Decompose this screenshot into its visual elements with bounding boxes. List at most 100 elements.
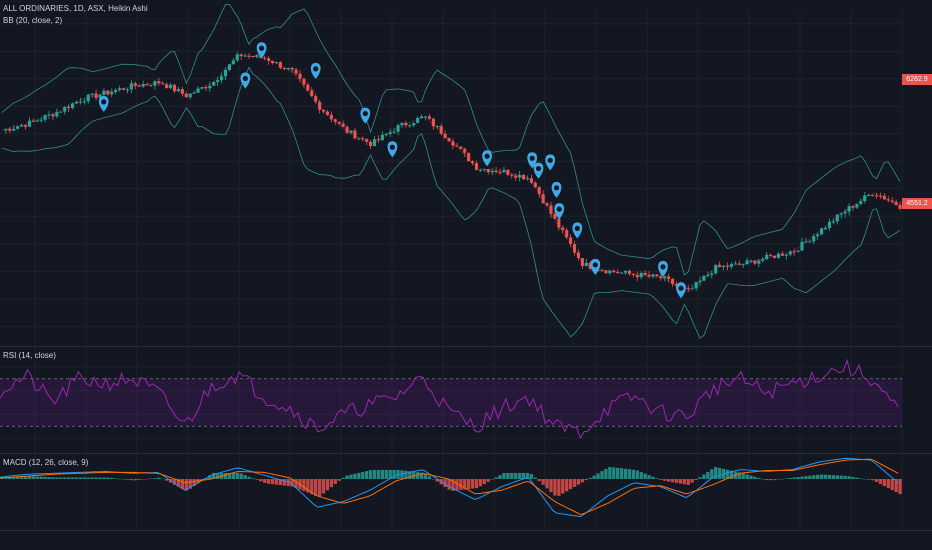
macd-histogram-bar xyxy=(466,478,471,490)
macd-histogram-bar xyxy=(255,478,259,480)
candle-body xyxy=(737,263,741,265)
macd-histogram-bar xyxy=(647,475,651,479)
candle-body xyxy=(871,194,875,196)
candle-body xyxy=(435,126,439,128)
macd-histogram-bar xyxy=(486,478,490,482)
macd-histogram-bar xyxy=(678,478,683,484)
macd-histogram-bar xyxy=(459,478,463,490)
macd-histogram-bar xyxy=(247,476,251,479)
candle-body xyxy=(294,69,298,74)
macd-histogram-bar xyxy=(223,472,228,479)
macd-histogram-bar xyxy=(227,472,232,479)
macd-histogram-bar xyxy=(839,475,843,479)
candle-body xyxy=(486,169,490,173)
macd-histogram-bar xyxy=(384,469,388,479)
macd-histogram-bar xyxy=(416,472,420,479)
macd-histogram-bar xyxy=(831,475,836,479)
macd-histogram-bar xyxy=(470,478,475,489)
macd-histogram-bar xyxy=(90,477,94,479)
macd-histogram-bar xyxy=(102,477,106,479)
candle-body xyxy=(290,68,294,70)
candle-body xyxy=(467,152,471,162)
candle-body xyxy=(643,272,647,275)
candle-body xyxy=(51,114,55,117)
candle-body xyxy=(43,115,47,120)
macd-histogram-bar xyxy=(474,478,479,489)
macd-histogram-bar xyxy=(376,469,381,479)
candle-body xyxy=(427,116,431,119)
candle-body xyxy=(792,251,796,253)
pin-icon xyxy=(676,282,686,299)
macd-histogram-bar xyxy=(400,470,404,479)
candle-body xyxy=(345,126,349,133)
bb-lower-band xyxy=(1,66,901,339)
candle-body xyxy=(478,169,482,171)
macd-histogram-bar xyxy=(235,472,239,479)
pin-hole xyxy=(547,157,553,163)
candle-body xyxy=(376,139,381,141)
macd-histogram-bar xyxy=(557,478,561,496)
macd-histogram-bar xyxy=(106,477,110,479)
candle-body xyxy=(400,122,404,126)
candle-body xyxy=(776,253,781,258)
macd-histogram-bar xyxy=(451,478,455,491)
pin-hole xyxy=(242,75,248,82)
candle-body xyxy=(482,169,486,171)
candle-body xyxy=(78,101,82,103)
candle-body xyxy=(47,114,51,116)
macd-histogram-bar xyxy=(627,469,632,479)
macd-histogram-bar xyxy=(314,478,318,496)
candle-body xyxy=(39,119,43,121)
macd-histogram-bar xyxy=(533,477,537,479)
macd-histogram-bar xyxy=(753,476,757,479)
candle-body xyxy=(831,221,835,223)
macd-histogram-bar xyxy=(353,473,357,479)
macd-histogram-bar xyxy=(843,475,847,479)
candle-body xyxy=(804,241,808,243)
macd-histogram-bar xyxy=(525,472,530,479)
candle-body xyxy=(306,84,310,91)
candle-body xyxy=(706,274,710,276)
macd-histogram-bar xyxy=(847,476,851,479)
candle-body xyxy=(765,254,769,260)
macd-histogram-bar xyxy=(431,478,436,480)
macd-histogram-bar xyxy=(110,477,114,479)
candle-body xyxy=(149,84,153,86)
candle-body xyxy=(372,139,377,147)
candle-body xyxy=(855,204,859,208)
candle-body xyxy=(255,54,259,57)
candle-body xyxy=(521,174,526,180)
macd-histogram-bar xyxy=(812,475,816,479)
macd-histogram-bar xyxy=(463,478,467,490)
candle-body xyxy=(565,230,569,238)
macd-histogram-bar xyxy=(137,478,141,480)
macd-histogram-bar xyxy=(427,476,432,479)
macd-histogram-bar xyxy=(372,469,377,479)
candle-body xyxy=(882,195,886,200)
candle-body xyxy=(157,81,161,84)
candle-body xyxy=(561,227,565,231)
candle-body xyxy=(110,91,114,95)
candle-body xyxy=(59,111,63,113)
macd-histogram-bar xyxy=(776,478,781,480)
bb-indicator-title[interactable]: BB (20, close, 2) xyxy=(3,16,63,25)
candle-body xyxy=(800,241,804,251)
candle-body xyxy=(796,250,800,252)
candle-body xyxy=(251,55,255,57)
macd-histogram-bar xyxy=(19,476,24,479)
candle-body xyxy=(180,89,184,94)
macd-histogram-bar xyxy=(153,478,157,479)
macd-histogram-bar xyxy=(278,478,283,486)
candle-body xyxy=(349,130,353,133)
macd-indicator-title[interactable]: MACD (12, 26, close, 9) xyxy=(3,458,89,467)
symbol-title[interactable]: ALL ORDINARIES, 1D, ASX, Heikin Ashi xyxy=(3,4,148,13)
candle-body xyxy=(298,73,302,79)
candle-body xyxy=(278,62,282,68)
candle-body xyxy=(569,237,573,245)
macd-histogram-bar xyxy=(635,470,639,479)
candle-body xyxy=(165,84,169,89)
macd-histogram-bar xyxy=(180,478,185,489)
macd-histogram-bar xyxy=(290,478,294,487)
rsi-indicator-title[interactable]: RSI (14, close) xyxy=(3,351,56,360)
